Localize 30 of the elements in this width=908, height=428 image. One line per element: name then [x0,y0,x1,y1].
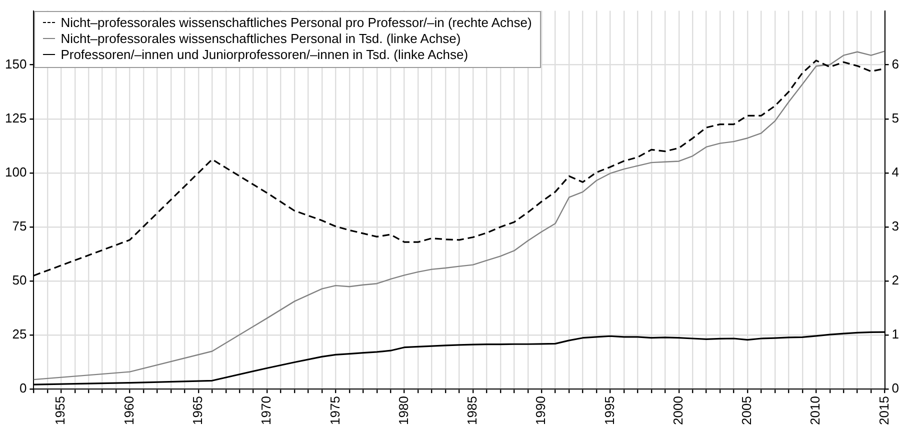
y2-tick-label: 5 [892,110,900,126]
x-tick-label: 1970 [258,396,274,425]
legend-label: Nicht–professorales wissenschaftliches Personal in Tsd. (linke Achse) [60,30,461,47]
x-tick-label: 1975 [327,396,342,425]
y-tick-label: 25 [12,326,27,342]
x-tick-label: 2015 [876,396,892,425]
y-tick-label: 75 [12,218,27,234]
x-tick-label: 1960 [121,396,136,425]
y-tick-label: 0 [19,380,27,396]
y2-tick-label: 0 [892,380,900,396]
y2-tick-label: 3 [892,218,900,234]
y-tick-label: 100 [4,164,27,180]
x-tick-label: 2010 [808,396,823,425]
y-tick-label: 50 [12,272,27,288]
y2-tick-label: 1 [892,326,900,342]
y2-tick-label: 6 [892,56,900,72]
y2-tick-label: 2 [892,272,900,288]
y-tick-label: 150 [4,56,27,72]
y2-tick-label: 4 [892,164,900,180]
legend-label: Nicht–professorales wissenschaftliches Personal pro Professor/–in (rechte Achse) [60,14,532,31]
x-tick-label: 1980 [396,396,411,425]
x-tick-label: 1985 [464,396,480,425]
x-tick-label: 2005 [739,396,754,425]
x-tick-label: 1990 [533,396,548,425]
x-tick-label: 1965 [190,396,205,425]
y-tick-label: 125 [4,110,27,126]
x-tick-label: 1955 [52,396,68,425]
x-tick-label: 1995 [602,396,617,425]
x-tick-label: 2000 [670,396,686,425]
legend-label: Professoren/–innen und Juniorprofessoren/–innen in Tsd. (linke Achse) [60,46,468,63]
